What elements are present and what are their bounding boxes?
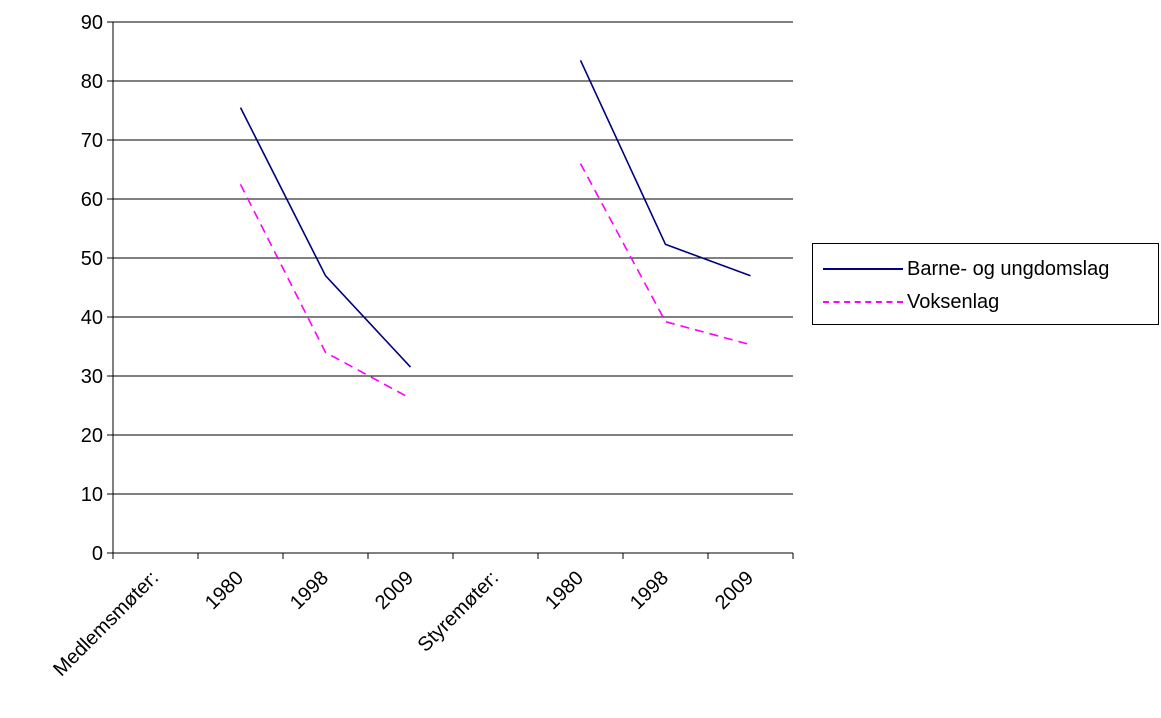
series-lines — [239, 59, 751, 400]
x-tick-label-4: Styremøter: — [414, 567, 503, 656]
x-tick-label-1: 1980 — [201, 567, 248, 614]
y-tick-label-70: 70 — [81, 130, 103, 152]
y-tick-label-50: 50 — [81, 248, 103, 270]
y-tick-label-80: 80 — [81, 71, 103, 93]
axes — [107, 21, 794, 559]
legend-item-series-1: Barne- og ungdomslag — [823, 254, 1109, 284]
y-tick-label-30: 30 — [81, 366, 103, 388]
y-tick-label-0: 0 — [92, 543, 103, 565]
x-tick-label-3: 2009 — [371, 567, 418, 614]
y-tick-label-90: 90 — [81, 12, 103, 34]
series-line-2-segment-1 — [239, 183, 411, 400]
legend: Barne- og ungdomslag Voksenlag — [812, 243, 1159, 325]
y-tick-label-40: 40 — [81, 307, 103, 329]
y-tick-label-10: 10 — [81, 484, 103, 506]
legend-swatch-voksenlag — [823, 301, 903, 303]
legend-label-voksenlag: Voksenlag — [907, 290, 1000, 313]
y-tick-label-20: 20 — [81, 425, 103, 447]
series-line-1-segment-1 — [239, 107, 412, 368]
x-tick-label-2: 1998 — [286, 567, 333, 614]
y-tick-labels: 0 10 20 30 40 50 60 70 80 90 — [81, 12, 103, 565]
x-tick-label-7: 2009 — [711, 567, 758, 614]
gridlines — [113, 21, 793, 495]
legend-swatch-barne-og-ungdomslag — [823, 268, 903, 270]
series-line-1-segment-2 — [579, 59, 751, 277]
y-tick-label-60: 60 — [81, 189, 103, 211]
series-line-2-segment-2 — [579, 163, 751, 346]
x-tick-label-5: 1980 — [541, 567, 588, 614]
legend-item-series-2: Voksenlag — [823, 287, 999, 317]
legend-label-barne-og-ungdomslag: Barne- og ungdomslag — [907, 257, 1110, 280]
x-tick-label-0: Medlemsmøter: — [49, 567, 163, 681]
x-tick-label-6: 1998 — [626, 567, 673, 614]
